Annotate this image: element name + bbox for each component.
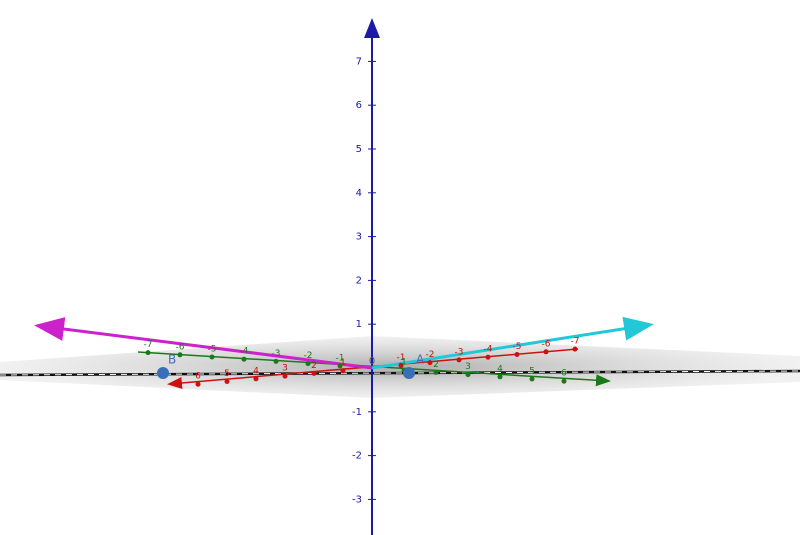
y-tick-label: 4	[497, 364, 503, 374]
tick-mark	[485, 354, 491, 360]
z-tick-label: 4	[356, 188, 362, 199]
x-tick-label: 3	[282, 364, 288, 374]
origin-label: 0	[369, 356, 375, 367]
vector	[34, 317, 373, 370]
x-tick-label: -6	[542, 339, 551, 349]
tick-mark	[224, 379, 230, 384]
tick-mark	[561, 378, 567, 384]
tick-mark	[340, 368, 346, 374]
y-tick-label: -1	[336, 353, 345, 363]
tick-mark	[427, 360, 433, 366]
tick-mark	[337, 363, 343, 369]
x-tick-label: -2	[426, 350, 435, 360]
y-tick-label: -5	[208, 345, 217, 355]
x-tick-label: -4	[484, 345, 493, 355]
y-tick-label: 2	[433, 360, 439, 370]
x-tick-label: 1	[340, 358, 346, 368]
z-tick-label: 2	[356, 275, 362, 286]
tick-mark	[282, 373, 288, 379]
y-tick-label: -7	[144, 340, 153, 350]
y-tick-label: -3	[272, 349, 281, 359]
z-tick-label: 5	[356, 144, 362, 155]
x-tick-label: -3	[455, 347, 464, 357]
x-tick-label: -1	[397, 353, 406, 363]
vector	[371, 316, 654, 370]
point[interactable]	[403, 367, 415, 379]
tick-mark	[209, 354, 215, 360]
point-label: A	[416, 353, 425, 367]
tick-mark	[514, 352, 520, 357]
z-tick-label: -3	[352, 494, 362, 505]
x-tick-label: 5	[224, 369, 230, 379]
y-tick-label: 6	[561, 369, 567, 379]
point-label: B	[168, 353, 176, 367]
z-tick-label: 3	[356, 232, 362, 243]
tick-mark	[572, 346, 578, 352]
y-tick-label: 1	[401, 358, 407, 368]
tick-mark	[273, 358, 279, 364]
z-tick-label: -1	[352, 407, 362, 418]
tick-mark	[311, 370, 317, 376]
x-tick-label: 6	[195, 372, 201, 382]
tick-mark	[529, 376, 535, 382]
x-tick-label: 2	[311, 361, 317, 371]
tick-mark	[241, 356, 247, 362]
x-tick-label: -5	[513, 342, 522, 352]
tick-mark	[497, 374, 503, 380]
axis-labels: 7654321-1-2-3-4-7-6-5-4-3-2-1123456-7-6-…	[144, 56, 580, 505]
tick-mark	[398, 362, 404, 368]
tick-mark	[456, 357, 462, 363]
tick-mark	[305, 361, 311, 367]
tick-mark	[465, 372, 471, 378]
tick-mark	[145, 350, 151, 356]
tick-mark	[253, 376, 259, 382]
point[interactable]	[157, 367, 169, 379]
tick-mark	[433, 369, 439, 375]
z-tick-label: -2	[352, 451, 362, 462]
tick-mark	[177, 352, 183, 358]
x-tick-label: 4	[253, 366, 259, 376]
y-tick-label: -6	[176, 342, 185, 352]
line-dash	[0, 370, 800, 376]
tick-mark	[543, 349, 549, 355]
y-tick-label: -2	[304, 351, 313, 361]
x-tick-label: -7	[571, 337, 580, 347]
z-tick-label: 7	[356, 56, 362, 67]
y-tick-label: 3	[465, 362, 471, 372]
z-tick-label: 6	[356, 100, 362, 111]
z-tick-label: 1	[356, 319, 362, 330]
y-tick-label: 5	[529, 367, 535, 377]
y-tick-label: -4	[240, 347, 249, 357]
tick-mark	[195, 381, 201, 387]
